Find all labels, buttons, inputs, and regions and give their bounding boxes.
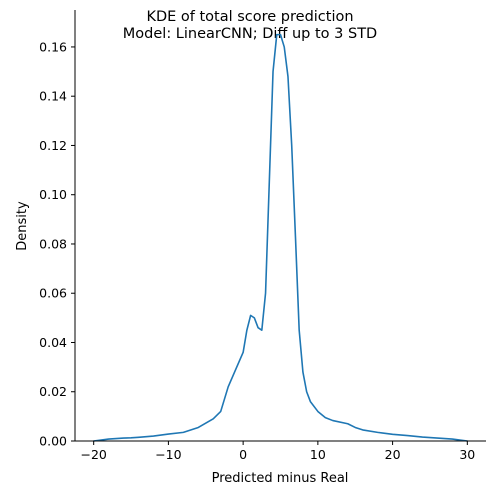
y-tick-label: 0.10 (39, 187, 67, 202)
x-tick-label: 10 (310, 447, 326, 462)
y-tick-label: 0.04 (39, 335, 67, 350)
y-tick-label: 0.14 (39, 89, 67, 104)
y-tick-label: 0.00 (39, 434, 67, 449)
y-axis-ticks: 0.00 0.02 0.04 0.06 0.08 0.10 0.12 0.14 0.16 (39, 39, 75, 449)
x-tick-label: 0 (239, 447, 247, 462)
x-tick-label: −10 (155, 447, 181, 462)
y-tick-label: 0.12 (39, 138, 67, 153)
y-tick-label: 0.02 (39, 384, 67, 399)
plot-area (92, 33, 469, 442)
y-tick-label: 0.06 (39, 286, 67, 301)
x-tick-label: −20 (80, 447, 106, 462)
kde-series-line (92, 33, 469, 442)
y-tick-label: 0.16 (39, 39, 67, 54)
chart-title: KDE of total score prediction (146, 9, 353, 25)
x-tick-label: 30 (459, 447, 475, 462)
x-axis-ticks: −20 −10 0 10 20 30 (80, 441, 475, 462)
x-axis-label: Predicted minus Real (212, 471, 349, 486)
y-tick-label: 0.08 (39, 236, 67, 251)
chart-subtitle: Model: LinearCNN; Diff up to 3 STD (123, 26, 377, 42)
y-axis-label: Density (15, 201, 30, 251)
x-tick-label: 20 (385, 447, 401, 462)
